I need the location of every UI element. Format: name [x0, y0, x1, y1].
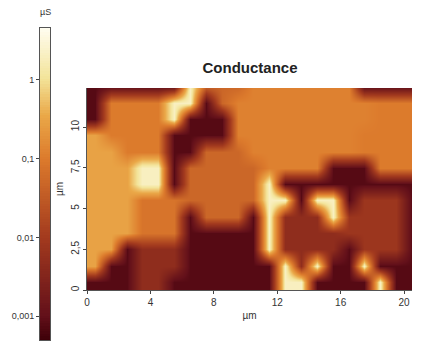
svg-text:µm: µm: [54, 182, 65, 196]
svg-text:1: 1: [29, 75, 34, 85]
svg-text:20: 20: [399, 297, 411, 308]
svg-text:µS: µS: [40, 7, 51, 17]
svg-text:8: 8: [211, 297, 217, 308]
svg-text:0,1: 0,1: [22, 154, 35, 164]
svg-text:2,5: 2,5: [70, 240, 81, 254]
svg-text:5: 5: [70, 204, 81, 210]
svg-text:12: 12: [272, 297, 284, 308]
svg-text:7,5: 7,5: [70, 159, 81, 173]
svg-text:0: 0: [84, 297, 90, 308]
svg-text:0: 0: [70, 285, 81, 291]
svg-text:µm: µm: [242, 310, 256, 321]
svg-text:0,01: 0,01: [17, 233, 35, 243]
svg-text:0,001: 0,001: [12, 311, 35, 321]
svg-text:16: 16: [335, 297, 347, 308]
svg-text:Conductance: Conductance: [202, 59, 297, 76]
svg-text:10: 10: [70, 120, 81, 132]
svg-text:4: 4: [148, 297, 154, 308]
